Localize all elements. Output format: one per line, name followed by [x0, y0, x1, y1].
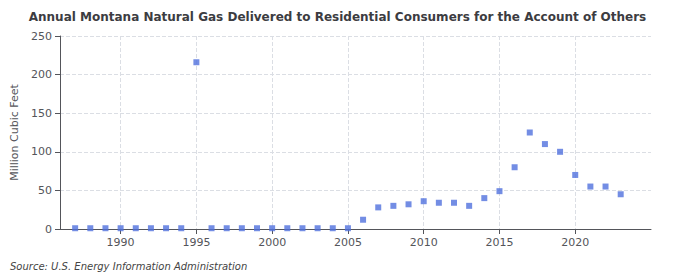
svg-text:100: 100: [31, 145, 52, 158]
svg-text:1990: 1990: [107, 236, 135, 249]
svg-text:1995: 1995: [182, 236, 210, 249]
svg-text:2000: 2000: [258, 236, 286, 249]
svg-text:2005: 2005: [334, 236, 362, 249]
svg-text:Annual Montana Natural Gas Del: Annual Montana Natural Gas Delivered to …: [29, 10, 647, 24]
svg-text:250: 250: [31, 30, 52, 43]
svg-text:50: 50: [38, 184, 52, 197]
svg-text:0: 0: [45, 223, 52, 236]
svg-text:Source: U.S. Energy Informatio: Source: U.S. Energy Information Administ…: [10, 261, 247, 272]
svg-text:150: 150: [31, 107, 52, 120]
svg-text:200: 200: [31, 68, 52, 81]
svg-text:2010: 2010: [410, 236, 438, 249]
svg-text:Million Cubic Feet: Million Cubic Feet: [8, 83, 21, 180]
svg-text:2015: 2015: [485, 236, 513, 249]
svg-text:2020: 2020: [561, 236, 589, 249]
